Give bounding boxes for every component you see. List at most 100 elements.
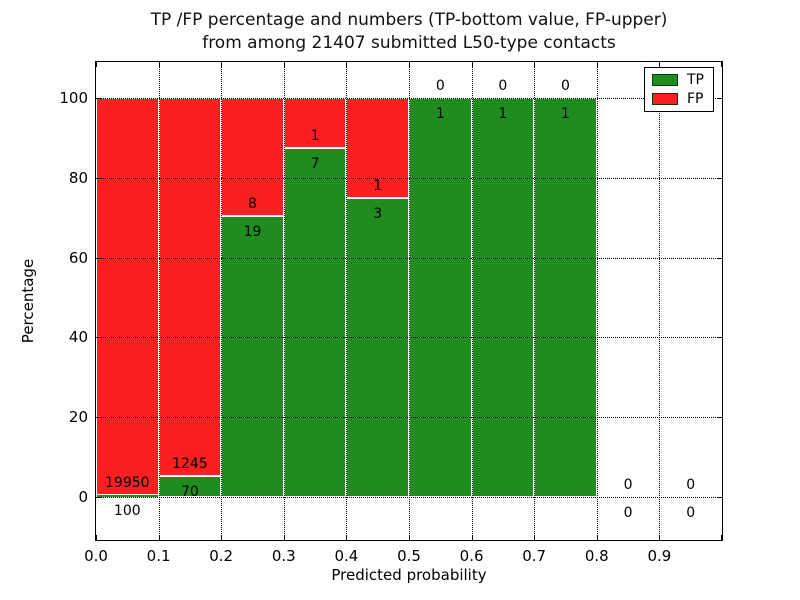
legend: TP FP [644,67,714,112]
fp-legend-label: FP [687,91,704,107]
x-tick-label: 0.9 [647,547,672,565]
x-tick-mark [346,535,348,540]
x-tick-label: 0.3 [271,547,296,565]
chart-title-line2: from among 21407 submitted L50-type cont… [202,33,616,53]
x-tick-label: 0.7 [522,547,547,565]
gridline-horizontal [96,497,722,498]
y-tick-label: 100 [59,89,88,107]
y-tick-mark-right [717,337,722,339]
gridline-vertical [596,62,598,540]
bar-fp-count-label: 8 [248,196,257,213]
fp-legend-swatch [652,93,678,105]
x-tick-mark-top [158,62,160,67]
y-axis-label: Percentage [19,258,37,344]
x-tick-mark-top [596,62,598,67]
bar-tp-segment [283,147,347,497]
gridline-horizontal [96,98,722,99]
x-tick-mark-top [283,62,285,67]
bar-fp-count-label: 0 [435,78,445,94]
x-tick-label: 0.6 [459,547,484,565]
y-tick-label: 20 [68,408,88,427]
y-tick-mark-right [717,177,722,179]
x-tick-mark [659,535,661,540]
bar-tp-count-label: 1 [498,106,508,122]
chart-title-line1: TP /FP percentage and numbers (TP-bottom… [150,10,668,30]
gridline-horizontal [96,337,722,339]
x-tick-mark [534,535,536,540]
x-tick-mark-top [721,62,722,67]
bar-fp-count-label: 0 [498,78,508,94]
x-tick-mark-top [471,62,473,67]
bar-tp-segment [471,98,535,497]
gridline-horizontal [96,257,722,259]
bar-fp-count-label: 0 [686,477,696,493]
x-tick-mark [409,535,410,540]
gridline-vertical [221,62,223,540]
x-tick-label: 0.1 [146,547,171,565]
bar-tp-segment [409,98,472,497]
gridline-horizontal [96,177,722,179]
x-tick-mark [96,535,97,540]
x-tick-mark-top [221,62,223,67]
bar-tp-segment [96,495,159,497]
x-tick-mark [221,535,223,540]
bar-tp-count-label: 1 [561,106,570,122]
y-tick-mark-right [717,417,722,419]
bar-tp-segment [534,98,597,497]
legend-item-fp: FP [652,92,704,106]
y-tick-mark [96,177,101,179]
bar-fp-count-label: 19950 [105,475,150,491]
y-tick-label: 40 [68,328,88,347]
gridline-vertical [534,62,536,540]
plot-area: TP FP 19950 100 1245 70 8 19 1 7 1 3 0 1 0 1 0 1 0 0 0 0 [96,62,722,540]
x-tick-mark-top [409,62,410,67]
tp-legend-label: TP [687,72,704,88]
gridline-vertical [346,62,348,540]
x-tick-label: 0.0 [84,547,108,565]
y-tick-label: 80 [68,168,88,187]
bar-fp-count-label: 1245 [172,455,208,472]
gridline-vertical [158,62,160,540]
x-tick-label: 0.8 [584,547,609,565]
x-tick-mark [158,535,160,540]
x-tick-mark [471,535,473,540]
gridline-vertical [409,62,410,540]
bar-tp-count-label: 7 [310,155,320,172]
x-tick-mark [721,535,722,540]
bar-tp-count-label: 0 [623,505,633,521]
y-tick-mark-right [717,497,722,498]
chart-title: TP /FP percentage and numbers (TP-bottom… [96,9,722,55]
x-tick-mark [596,535,598,540]
y-tick-label: 0 [78,488,88,506]
bar-tp-segment [346,197,409,497]
y-tick-mark [96,497,101,498]
bar-fp-segment [283,98,347,148]
bar-fp-count-label: 0 [561,78,570,94]
bar-tp-segment [221,216,284,497]
y-tick-mark [96,417,101,419]
x-tick-mark-top [659,62,661,67]
y-tick-mark [96,257,101,259]
bar-fp-segment [96,98,159,495]
bar-tp-count-label: 19 [243,224,262,241]
x-tick-label: 0.5 [397,547,421,565]
bar-tp-count-label: 70 [180,483,199,500]
gridline-vertical [659,62,661,540]
gridline-vertical [283,62,285,540]
bar-tp-count-label: 100 [113,503,141,519]
bar-tp-count-label: 3 [373,205,383,222]
bar-tp-count-label: 0 [686,505,696,521]
y-tick-mark [96,98,101,99]
tp-legend-swatch [652,74,678,86]
bar-fp-segment [158,98,222,476]
bar-fp-count-label: 1 [310,127,320,144]
gridline-vertical [471,62,473,540]
y-tick-mark [96,337,101,339]
x-tick-mark [283,535,285,540]
x-tick-mark-top [534,62,536,67]
bar-fp-count-label: 0 [623,477,633,493]
x-tick-mark-top [96,62,97,67]
x-tick-mark-top [346,62,348,67]
y-tick-mark-right [717,257,722,259]
